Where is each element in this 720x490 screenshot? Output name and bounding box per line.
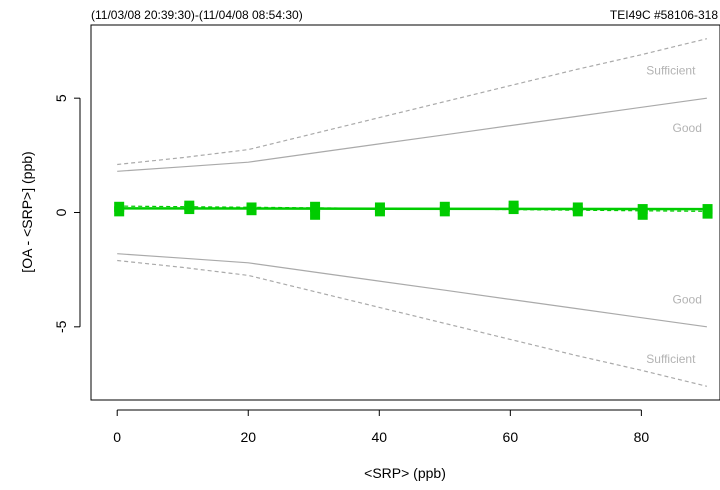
regression-line-dashed	[117, 205, 707, 212]
y-tick-label: 0	[53, 208, 69, 216]
data-point-high	[310, 201, 321, 212]
data-point-low	[310, 209, 321, 220]
tolerance-bands	[117, 38, 708, 387]
y-axis-label: [OA - <SRP>] (ppb)	[19, 151, 35, 272]
x-tick-label: 20	[240, 429, 256, 445]
data-point-low	[374, 206, 385, 217]
band-label-good: Good	[673, 121, 702, 135]
x-tick-label: 60	[503, 429, 519, 445]
data-point-low	[702, 208, 713, 219]
good-band-upper-line	[117, 97, 707, 172]
x-tick-label: 80	[634, 429, 650, 445]
band-label-good: Good	[673, 292, 702, 306]
band-labels: Sufficient Good Good Sufficient	[646, 64, 702, 366]
x-tick-label: 0	[113, 429, 121, 445]
data-point-low	[572, 206, 583, 217]
plot-frame	[90, 24, 720, 401]
data-point-low	[637, 209, 648, 220]
chart-title-left: (11/03/08 20:39:30)-(11/04/08 08:54:30)	[91, 8, 303, 22]
data-point-low	[439, 206, 450, 217]
measurement-series	[114, 200, 713, 220]
sufficient-band-upper-line	[117, 38, 708, 166]
data-point-low	[114, 206, 125, 217]
data-point-low	[246, 205, 257, 216]
axes: 0 20 40 60 80 -5 0 5	[53, 94, 649, 445]
x-axis-label: <SRP> (ppb)	[364, 465, 446, 481]
chart-title-right: TEI49C #58106-318	[610, 8, 718, 22]
sufficient-band-lower-line	[117, 259, 708, 387]
y-tick-label: 5	[53, 94, 69, 102]
band-label-sufficient: Sufficient	[646, 64, 696, 78]
band-label-sufficient: Sufficient	[646, 352, 696, 366]
x-tick-label: 40	[372, 429, 388, 445]
y-tick-label: -5	[53, 320, 69, 333]
good-band-lower-line	[117, 253, 707, 328]
